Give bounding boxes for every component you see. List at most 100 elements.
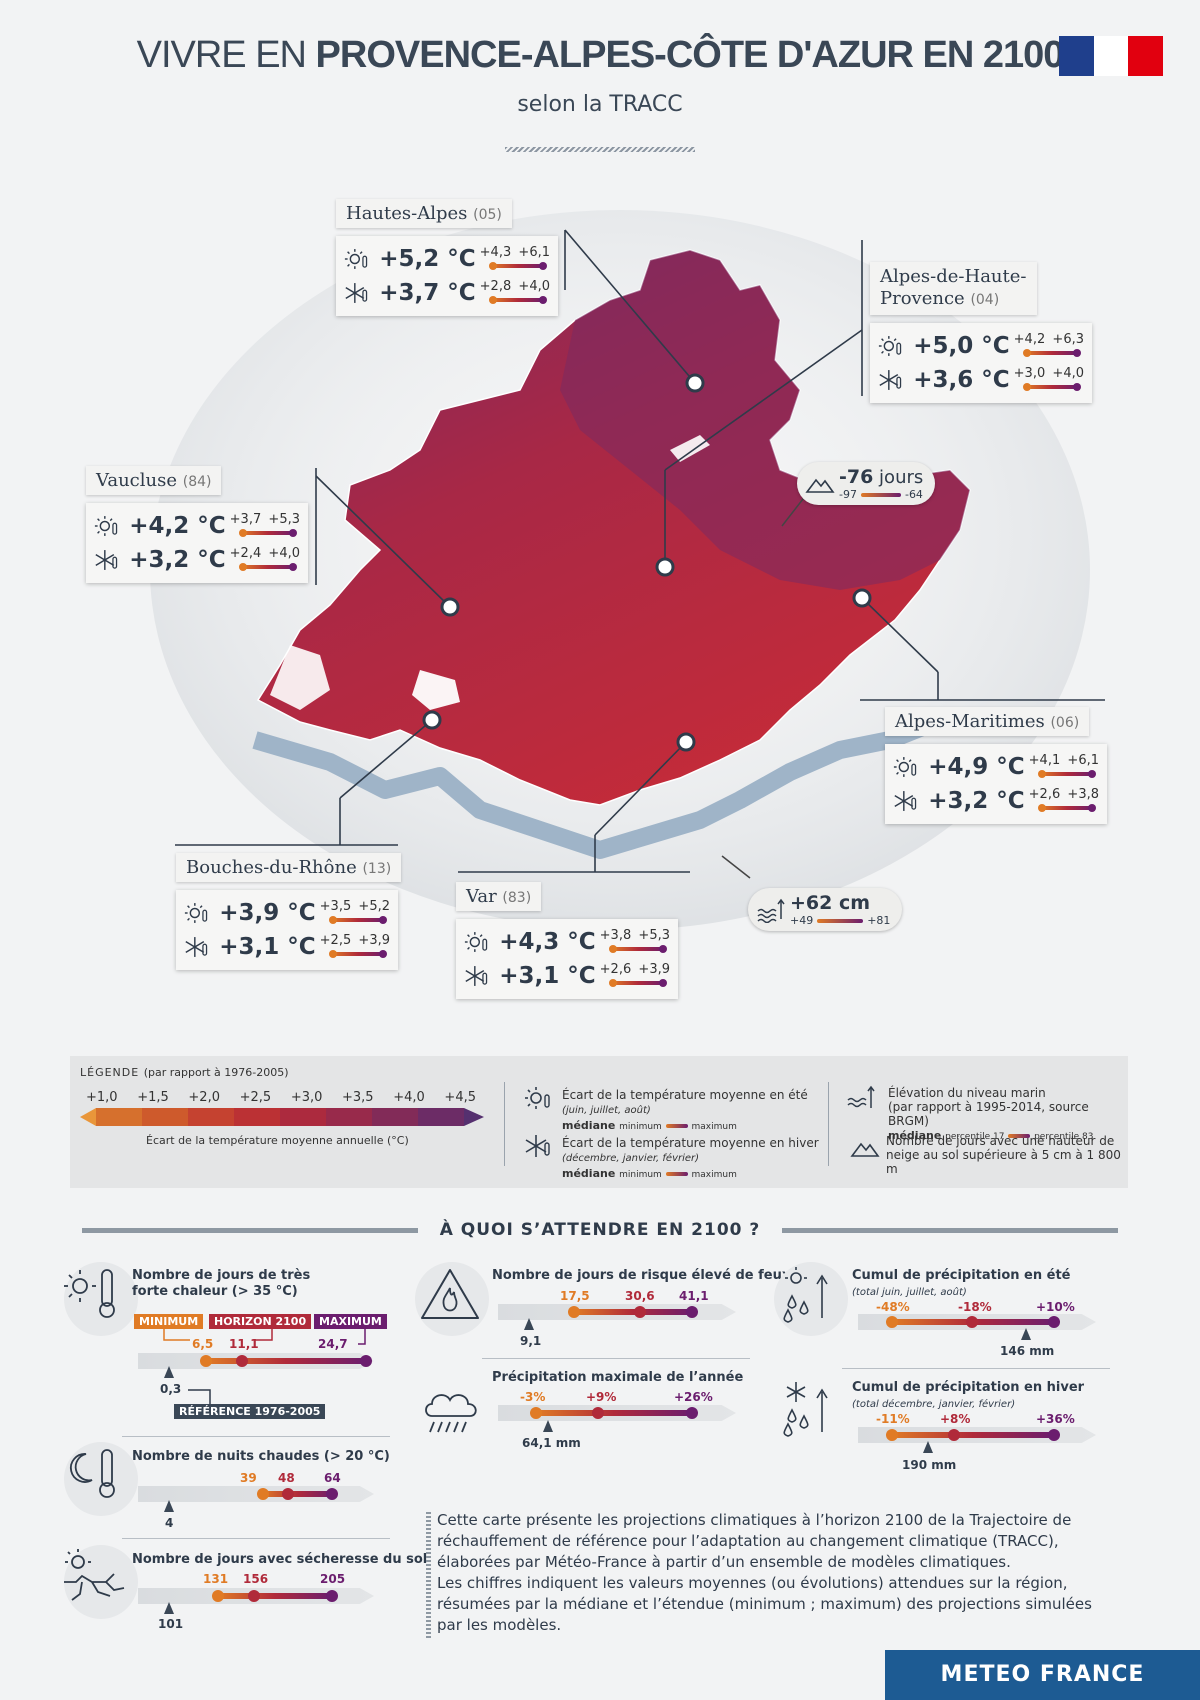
- tick: +4,5: [444, 1090, 476, 1105]
- summer-median: +4,9 °C: [928, 754, 1025, 780]
- summer-sun-icon: [94, 516, 118, 536]
- tick: +2,0: [188, 1090, 220, 1105]
- dept-title: Hautes-Alpes (05): [336, 199, 512, 228]
- tick: +4,0: [393, 1090, 425, 1105]
- republique-francaise-logo: [1059, 36, 1164, 76]
- section-title: À QUOI S’ATTENDRE EN 2100 ?: [439, 1220, 761, 1240]
- fire-range-bar: [574, 1309, 692, 1315]
- region-map: [150, 210, 1105, 930]
- winter-range: +2,6 +3,8: [1029, 787, 1099, 815]
- dept-card-alpes-maritimes: Alpes-Maritimes (06) +4,9 °C +4,1 +6,1 +3…: [885, 707, 1107, 824]
- fire-max-dot: [686, 1306, 698, 1318]
- snow-days-badge: -76 jours -97 -64: [797, 462, 936, 505]
- winter-snowflake-icon: [894, 791, 917, 811]
- winter-precip-ref-marker: [923, 1441, 933, 1453]
- tick: +2,5: [239, 1090, 272, 1105]
- indicator-divider: [482, 1358, 750, 1359]
- nights-min: 39: [240, 1471, 257, 1485]
- winter-median: +3,1 °C: [499, 963, 596, 989]
- winter-median: +3,1 °C: [219, 934, 316, 960]
- summer-row: +5,0 °C +4,2 +6,3: [878, 329, 1084, 363]
- legend-sea-icon: [847, 1085, 875, 1108]
- drought-ref-marker: [164, 1602, 174, 1614]
- icon-bg: [774, 1262, 848, 1336]
- tag-reference: RÉFÉRENCE 1976-2005: [174, 1404, 326, 1419]
- summer-median: +5,0 °C: [913, 333, 1010, 359]
- heat-med-dot: [236, 1355, 248, 1367]
- winter-range: +2,4 +4,0: [230, 546, 300, 574]
- fire-min: 17,5: [560, 1289, 590, 1303]
- winter-median: +3,6 °C: [913, 367, 1010, 393]
- dept-title: Alpes-Maritimes (06): [885, 707, 1090, 736]
- dept-values: +5,0 °C +4,2 +6,3 +3,6 °C +3,0 +4,0: [870, 323, 1092, 403]
- winter-row: +3,6 °C +3,0 +4,0: [878, 363, 1084, 397]
- etang-de-berre: [412, 670, 460, 710]
- legend-title: LÉGENDE (par rapport à 1976-2005): [80, 1066, 289, 1079]
- summer-median: +3,9 °C: [219, 900, 316, 926]
- meteo-france-logo: METEO FRANCE: [885, 1650, 1200, 1700]
- nights-max: 64: [324, 1471, 341, 1485]
- legend-sea: Élévation du niveau marin (par rapport à…: [888, 1086, 1094, 1142]
- winter-row: +3,2 °C +2,4 +4,0: [94, 543, 300, 577]
- section-rule: [82, 1228, 418, 1233]
- snow-max: -64: [904, 488, 923, 501]
- winter-precip-min: -11%: [876, 1412, 910, 1426]
- section-rule: [782, 1228, 1118, 1233]
- nights-range-bar: [262, 1491, 334, 1497]
- summer-sun-icon: [344, 249, 368, 269]
- dept-title: Bouches-du-Rhône (13): [176, 853, 402, 882]
- maxprecip-max-dot: [686, 1407, 698, 1419]
- nights-med: 48: [278, 1471, 295, 1485]
- winter-range: +2,8 +4,0: [480, 279, 550, 307]
- winter-range: +2,5 +3,9: [320, 933, 390, 961]
- indicator-divider: [122, 1538, 390, 1539]
- nights-med-dot: [282, 1488, 294, 1500]
- legend-winter: Écart de la température moyenne en hiver…: [562, 1136, 819, 1180]
- dept-values: +4,2 °C +3,7 +5,3 +3,2 °C +2,4 +4,0: [86, 503, 308, 583]
- summer-sun-icon: [464, 932, 488, 952]
- dept-values: +4,3 °C +3,8 +5,3 +3,1 °C +2,6 +3,9: [456, 919, 678, 999]
- nights-min-dot: [257, 1488, 269, 1500]
- maxprecip-min-dot: [530, 1407, 542, 1419]
- fire-min-dot: [568, 1306, 580, 1318]
- maxprecip-range-bar: [536, 1410, 692, 1416]
- legend-divider: [828, 1082, 829, 1166]
- summer-row: +4,9 °C +4,1 +6,1: [893, 750, 1099, 784]
- summer-range: +3,5 +5,2: [320, 899, 390, 927]
- maxprecip-min: -3%: [520, 1390, 546, 1404]
- summer-precip-icon: [783, 1267, 828, 1323]
- snow-min: -97: [839, 488, 857, 501]
- alpine-zone: [560, 250, 970, 590]
- page-title: VIVRE EN PROVENCE-ALPES-CÔTE D'AZUR EN 2…: [136, 34, 1065, 76]
- winter-snowflake-icon: [879, 370, 902, 390]
- summer-median: +4,3 °C: [499, 929, 596, 955]
- summer-sun-icon: [184, 903, 208, 923]
- sea-value: +62 cm: [790, 892, 871, 914]
- maxprecip-med-dot: [592, 1407, 604, 1419]
- nights-title: Nombre de nuits chaudes (> 20 °C): [132, 1449, 390, 1464]
- drought-med-dot: [248, 1590, 260, 1602]
- mountain-icon: [805, 478, 835, 493]
- dept-card-bouches-du-rhone: Bouches-du-Rhône (13) +3,9 °C +3,5 +5,2 +…: [176, 853, 402, 970]
- page-subtitle: selon la TRACC: [517, 92, 683, 117]
- legend-winter-icon: [525, 1135, 550, 1157]
- heat-max: 24,7: [318, 1337, 348, 1351]
- summer-range: +3,8 +5,3: [600, 928, 670, 956]
- moon-thermometer-icon: [70, 1449, 115, 1498]
- summer-median: +4,2 °C: [129, 513, 226, 539]
- dept-values: +5,2 °C +4,3 +6,1 +3,7 °C +2,8 +4,0: [336, 236, 558, 316]
- tick: +1,0: [86, 1090, 118, 1105]
- nights-track: [138, 1486, 374, 1502]
- winter-row: +3,1 °C +2,6 +3,9: [464, 959, 670, 993]
- maxprecip-max: +26%: [674, 1390, 713, 1404]
- winter-precip-ref: 190 mm: [902, 1458, 957, 1472]
- tag-minimum: MINIMUM: [134, 1314, 204, 1329]
- camargue-lagoons: [270, 645, 330, 710]
- winter-range: +3,0 +4,0: [1014, 366, 1084, 394]
- dept-card-var: Var (83) +4,3 °C +3,8 +5,3 +3,1 °C +2,6 +3…: [456, 882, 678, 999]
- summer-precip-med-dot: [966, 1316, 978, 1328]
- fire-risk-icon: [421, 1269, 479, 1319]
- summer-precip-max: +10%: [1036, 1300, 1075, 1314]
- nights-ref-marker: [164, 1500, 174, 1512]
- lake: [670, 435, 710, 462]
